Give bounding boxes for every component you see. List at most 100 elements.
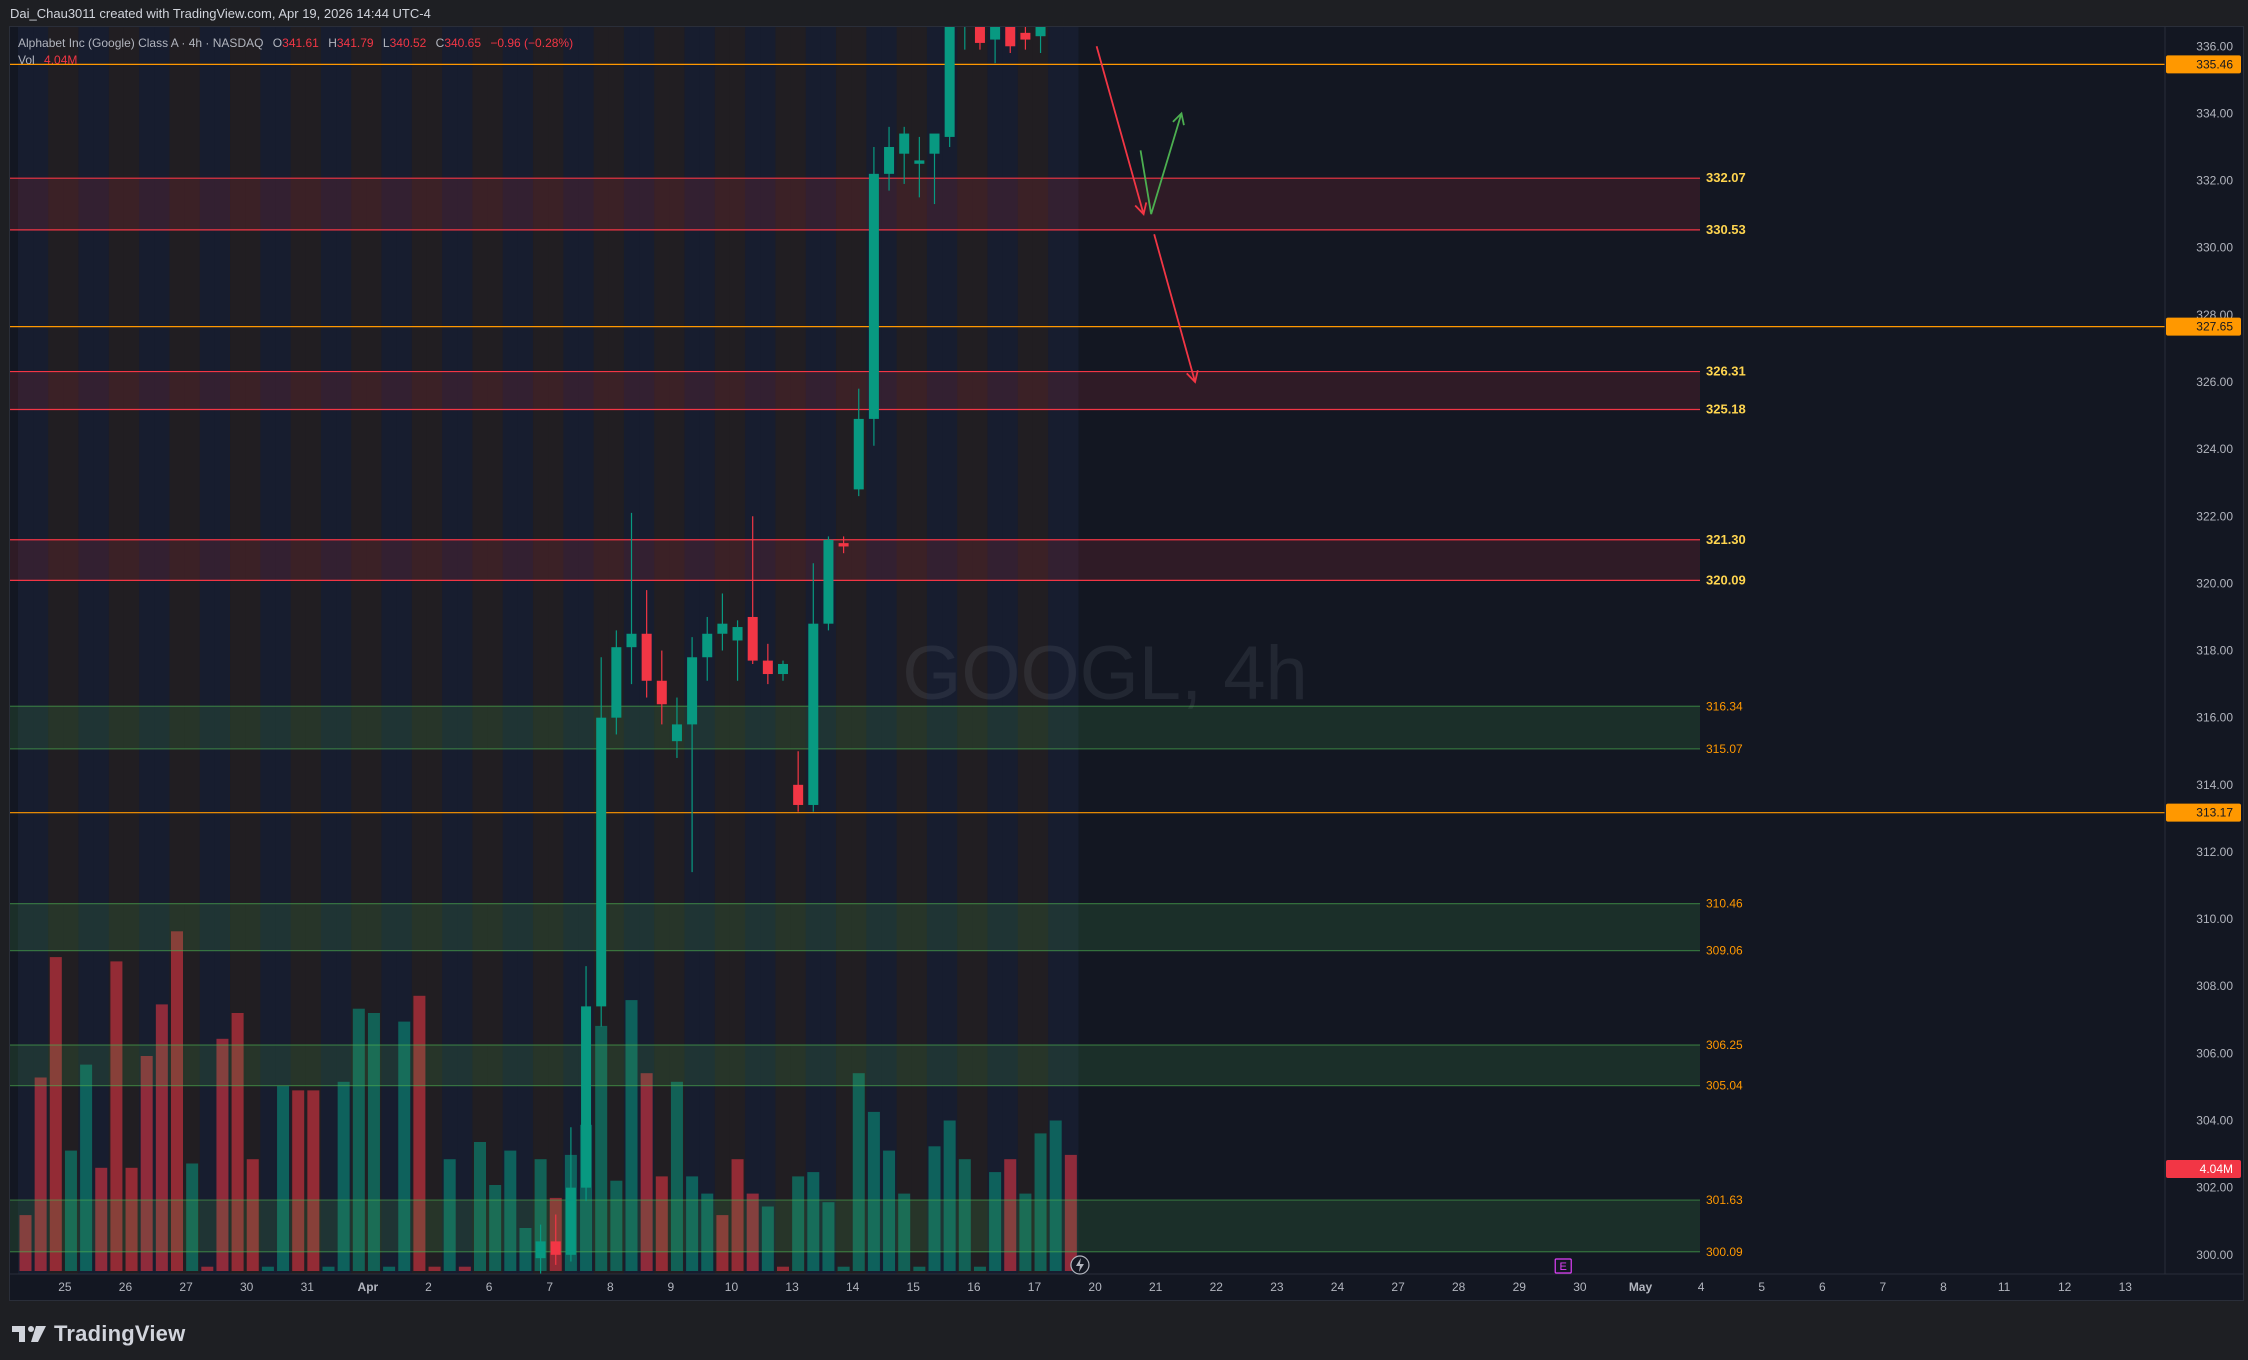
- support-zone[interactable]: [10, 1044, 1700, 1086]
- volume-bar[interactable]: [352, 1008, 365, 1271]
- candle[interactable]: [535, 1224, 546, 1275]
- volume-bar[interactable]: [155, 1004, 168, 1271]
- volume-bar[interactable]: [95, 1167, 108, 1271]
- candle[interactable]: [611, 630, 622, 735]
- volume-bar[interactable]: [125, 1167, 138, 1271]
- volume-bar[interactable]: [413, 995, 426, 1271]
- volume-bar[interactable]: [19, 1215, 32, 1271]
- volume-bar[interactable]: [201, 1266, 214, 1271]
- candle[interactable]: [702, 616, 713, 681]
- volume-bar[interactable]: [504, 1150, 517, 1271]
- volume-bar[interactable]: [474, 1142, 486, 1271]
- red-arrow[interactable]: [1095, 46, 1148, 216]
- candle[interactable]: [868, 146, 879, 446]
- support-zone[interactable]: [10, 1200, 1700, 1252]
- candle[interactable]: [747, 516, 758, 664]
- volume-label[interactable]: Vol: [18, 53, 35, 67]
- candle[interactable]: [914, 136, 925, 198]
- volume-bar[interactable]: [398, 1021, 411, 1271]
- candle[interactable]: [1020, 27, 1031, 50]
- candle[interactable]: [960, 27, 970, 50]
- volume-bar[interactable]: [943, 1120, 956, 1272]
- resistance-zone[interactable]: [10, 371, 1700, 410]
- resistance-zone[interactable]: [10, 539, 1700, 581]
- candle[interactable]: [838, 536, 849, 554]
- flash-icon[interactable]: [1070, 1255, 1090, 1275]
- candle[interactable]: [884, 126, 895, 191]
- volume-bar[interactable]: [80, 1064, 93, 1271]
- volume-bar[interactable]: [322, 1266, 335, 1271]
- tradingview-logo[interactable]: TradingView: [12, 1321, 185, 1347]
- volume-bar[interactable]: [186, 1163, 199, 1272]
- volume-bar[interactable]: [777, 1266, 789, 1271]
- earnings-event-marker[interactable]: E: [1554, 1258, 1572, 1274]
- candle[interactable]: [990, 27, 1001, 64]
- volume-bar[interactable]: [625, 1000, 638, 1271]
- level-price-tag[interactable]: 335.46: [2166, 55, 2241, 74]
- volume-bar[interactable]: [852, 1073, 865, 1271]
- candle[interactable]: [823, 536, 834, 631]
- volume-bar[interactable]: [1064, 1154, 1077, 1271]
- candle[interactable]: [596, 657, 607, 1027]
- volume-bar[interactable]: [973, 1266, 986, 1271]
- candle[interactable]: [974, 27, 985, 50]
- volume-bar[interactable]: [110, 961, 123, 1271]
- volume-bar[interactable]: [443, 1159, 456, 1271]
- volume-bar[interactable]: [731, 1159, 744, 1271]
- candle[interactable]: [565, 1127, 576, 1262]
- volume-bar[interactable]: [1049, 1120, 1062, 1272]
- support-zone[interactable]: [10, 706, 1700, 749]
- volume-bar[interactable]: [34, 1077, 47, 1272]
- candle[interactable]: [1005, 27, 1016, 53]
- support-zone[interactable]: [10, 903, 1700, 951]
- volume-bar[interactable]: [716, 1215, 729, 1271]
- volume-bar[interactable]: [958, 1159, 971, 1271]
- volume-bar[interactable]: [610, 1180, 623, 1271]
- candle[interactable]: [899, 126, 910, 184]
- volume-bar[interactable]: [246, 1159, 259, 1271]
- candle[interactable]: [778, 660, 788, 681]
- volume-bar[interactable]: [216, 1038, 229, 1271]
- volume-bar[interactable]: [670, 1081, 683, 1271]
- volume-bar[interactable]: [140, 1056, 153, 1271]
- candle[interactable]: [808, 563, 819, 812]
- symbol-description[interactable]: Alphabet Inc (Google) Class A · 4h · NAS…: [18, 36, 264, 50]
- volume-bar[interactable]: [928, 1146, 941, 1271]
- volume-bar[interactable]: [595, 1025, 608, 1271]
- volume-bar[interactable]: [867, 1111, 880, 1271]
- candle[interactable]: [550, 1214, 561, 1265]
- volume-bar[interactable]: [307, 1090, 320, 1271]
- volume-bar[interactable]: [171, 931, 183, 1271]
- candle[interactable]: [641, 590, 652, 698]
- candle[interactable]: [853, 388, 864, 497]
- candle[interactable]: [1035, 27, 1046, 53]
- candle[interactable]: [793, 751, 804, 812]
- candle[interactable]: [626, 512, 637, 685]
- volume-bar[interactable]: [292, 1090, 305, 1271]
- volume-bar[interactable]: [761, 1206, 774, 1272]
- candle[interactable]: [717, 593, 728, 651]
- candle[interactable]: [581, 966, 592, 1202]
- candle[interactable]: [656, 650, 667, 725]
- volume-bar[interactable]: [1004, 1159, 1017, 1271]
- volume-bar[interactable]: [822, 1202, 835, 1271]
- volume-bar[interactable]: [640, 1073, 653, 1271]
- candle[interactable]: [929, 133, 940, 205]
- volume-bar[interactable]: [913, 1266, 926, 1271]
- volume-bar[interactable]: [458, 1266, 471, 1271]
- volume-bar[interactable]: [49, 957, 62, 1271]
- volume-bar[interactable]: [383, 1266, 396, 1271]
- price-axis[interactable]: 300.00 302.00 304.00 306.00 308.00 310.00 312.…: [2164, 27, 2243, 1274]
- volume-bar[interactable]: [837, 1266, 850, 1271]
- volume-bar[interactable]: [883, 1150, 896, 1271]
- level-price-tag[interactable]: 327.65: [2166, 317, 2241, 336]
- volume-bar[interactable]: [367, 1013, 380, 1271]
- red-arrow[interactable]: [1153, 234, 1199, 384]
- candle[interactable]: [687, 637, 698, 873]
- volume-bar[interactable]: [989, 1172, 1002, 1271]
- resistance-zone[interactable]: [10, 178, 1700, 230]
- volume-tag[interactable]: 4.04M: [2166, 1160, 2241, 1178]
- volume-bar[interactable]: [64, 1150, 77, 1271]
- candle[interactable]: [944, 27, 955, 147]
- volume-bar[interactable]: [277, 1086, 290, 1271]
